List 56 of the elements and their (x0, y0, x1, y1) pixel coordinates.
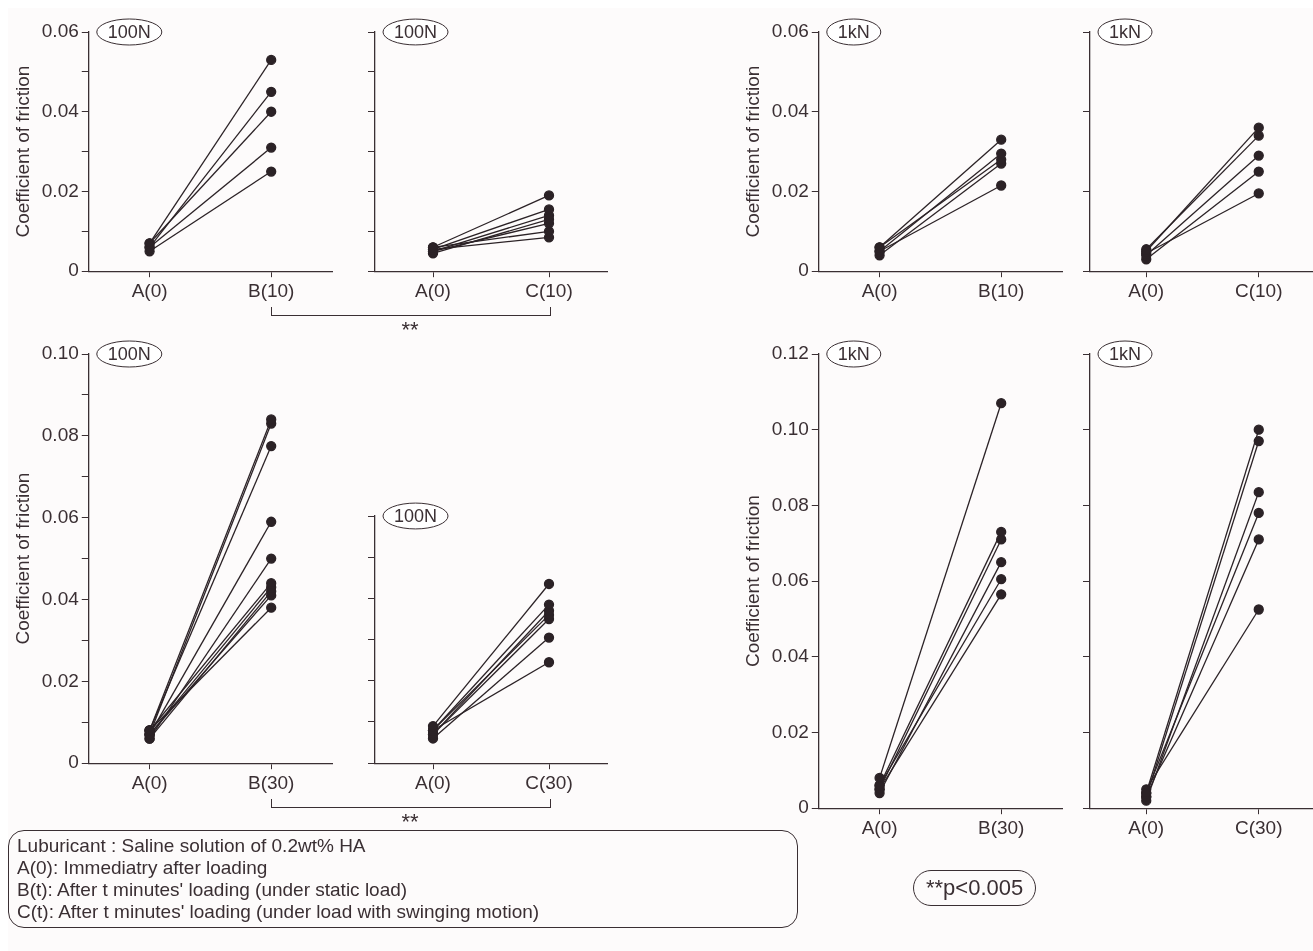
y-tick-label: 0.04 (771, 99, 810, 121)
x-tick-label: C(30) (525, 771, 573, 793)
x-tick-label: A(0) (861, 816, 898, 838)
y-tick-label: 0 (798, 796, 809, 818)
x-tick-label: B(10) (247, 279, 295, 301)
x-tick-label: A(0) (131, 771, 168, 793)
x-tick-label: A(0) (415, 771, 451, 793)
x-tick-label: B(10) (977, 279, 1025, 301)
y-tick-label: 0.02 (771, 179, 809, 201)
x-tick-label: A(0) (415, 279, 451, 301)
y-tick-label: 0.10 (41, 342, 79, 364)
y-tick-label: 0.08 (41, 424, 79, 446)
text: C(t): After t minutes' loading (under load with swinging motion) (17, 901, 541, 923)
text: Luburicant : Saline solution of 0.2wt% HA (17, 835, 367, 857)
x-tick-label: C(10) (525, 279, 573, 301)
y-axis-title: Coefficient of friction (741, 495, 763, 667)
y-tick-label: 0.02 (41, 669, 79, 691)
annotation: 1kN (1109, 21, 1142, 42)
text: ** (400, 809, 420, 836)
text: B(t): After t minutes' loading (under static load) (17, 879, 409, 901)
y-tick-label: 0.12 (771, 342, 809, 364)
x-tick-label: C(30) (1234, 816, 1283, 838)
y-tick-label: 0 (68, 259, 79, 281)
y-axis-title: Coefficient of friction (11, 65, 33, 238)
y-axis-title: Coefficient of friction (11, 472, 33, 645)
y-tick-label: 0.08 (771, 493, 809, 515)
annotation: 1kN (1109, 343, 1142, 364)
y-tick-label: 0.06 (771, 20, 809, 42)
y-tick-label: 0.06 (41, 20, 79, 42)
y-tick-label: 0.04 (771, 645, 810, 667)
y-tick-label: 0.04 (41, 587, 80, 609)
text: **p<0.005 (926, 875, 1024, 901)
annotation: 1kN (837, 343, 870, 364)
y-tick-label: 0 (68, 751, 79, 773)
annotation: 100N (107, 343, 151, 364)
y-tick-label: 0.04 (41, 99, 80, 121)
y-tick-label: 0 (798, 259, 809, 281)
x-tick-label: A(0) (131, 279, 168, 301)
x-tick-label: B(30) (977, 816, 1025, 838)
x-tick-label: B(30) (247, 771, 295, 793)
x-tick-label: A(0) (861, 279, 898, 301)
annotation: 100N (394, 21, 438, 42)
annotation: 100N (107, 21, 151, 42)
y-axis-title: Coefficient of friction (741, 65, 763, 238)
annotation: 100N (394, 505, 438, 526)
x-tick-label: A(0) (1128, 816, 1165, 838)
y-tick-label: 0.06 (771, 569, 809, 591)
text: ** (400, 317, 420, 344)
x-tick-label: A(0) (1128, 279, 1165, 301)
annotation: 1kN (837, 21, 870, 42)
text: A(0): Immediatry after loading (17, 857, 269, 879)
y-tick-label: 0.06 (41, 505, 79, 527)
x-tick-label: C(10) (1234, 279, 1283, 301)
y-tick-label: 0.10 (771, 417, 809, 439)
y-tick-label: 0.02 (41, 179, 79, 201)
y-tick-label: 0.02 (771, 720, 809, 742)
